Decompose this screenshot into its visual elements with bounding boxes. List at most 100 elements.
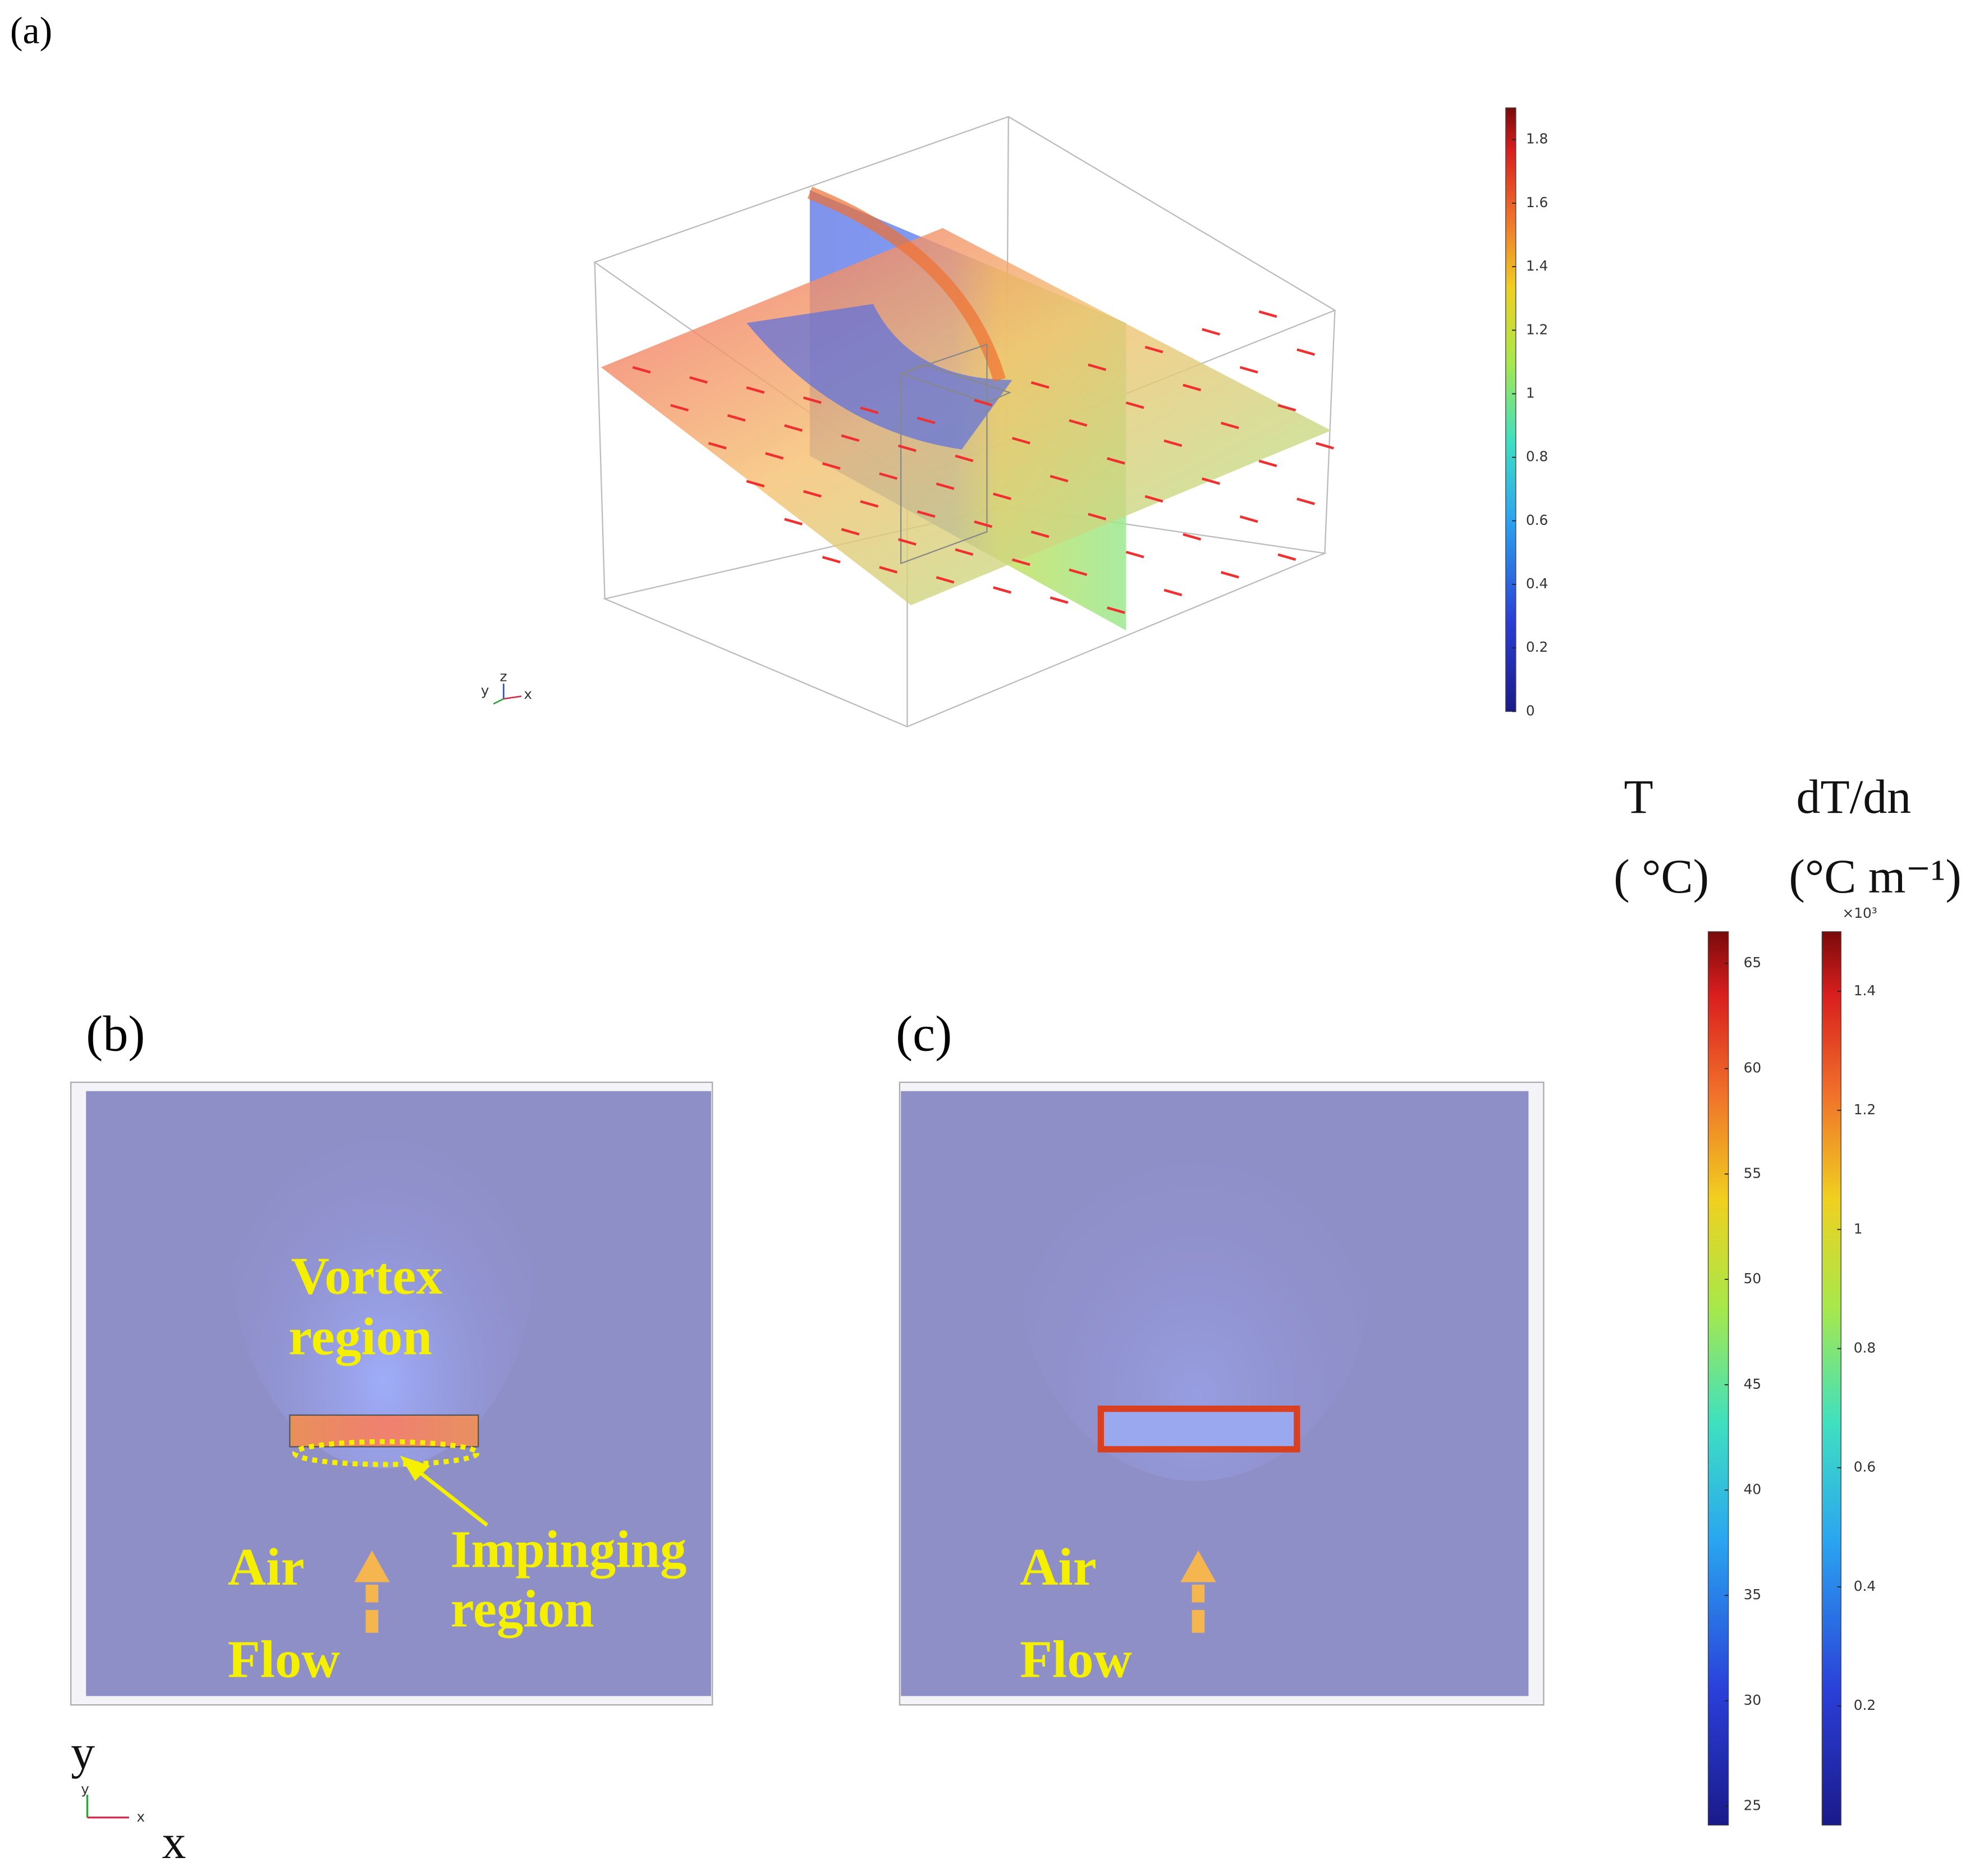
arrow <box>746 479 765 488</box>
colorbar-tick-label: 30 <box>1744 1692 1762 1708</box>
arrow <box>879 566 898 574</box>
arrow <box>1258 310 1277 318</box>
colorbar-tick-label: 25 <box>1744 1797 1762 1814</box>
arrow <box>1183 533 1202 541</box>
axis-triad-label: z <box>500 669 507 685</box>
colorbar-tick-label: 1 <box>1526 385 1535 401</box>
colorbar-tick-label: 0.4 <box>1526 575 1548 592</box>
panel-label: (b) <box>86 1006 145 1062</box>
arrow <box>955 454 974 463</box>
axis-triad-label: x <box>136 1809 145 1825</box>
arrow <box>784 518 803 525</box>
arrow <box>1088 363 1107 371</box>
arrow <box>1163 439 1183 447</box>
colorbar-tick-label: 0.6 <box>1854 1459 1876 1475</box>
pointer <box>410 1464 489 1527</box>
axis-triad-label: y <box>481 682 489 698</box>
annotation: Impinging <box>451 1520 687 1578</box>
panel-a: (a) y z x <box>10 10 1337 727</box>
arrow <box>898 538 917 546</box>
colorbar-tick-label: 1.8 <box>1526 131 1548 147</box>
axis-label: y <box>71 1726 95 1779</box>
panel-label: (a) <box>10 10 52 52</box>
arrow <box>917 417 936 424</box>
arrow <box>822 556 841 564</box>
panel-label: (c) <box>896 1006 952 1062</box>
colorbar-tick-label: 1 <box>1854 1220 1863 1237</box>
arrow <box>879 472 898 480</box>
colorbar-tick-label: 0.4 <box>1854 1578 1876 1594</box>
arrow <box>1296 497 1316 505</box>
arrow <box>917 510 936 518</box>
arrow <box>727 414 746 422</box>
arrow <box>1144 345 1163 354</box>
arrow <box>1316 442 1334 450</box>
arrow <box>1277 553 1296 561</box>
arrow <box>860 500 879 508</box>
arrow <box>974 520 993 528</box>
axis-label: x <box>162 1815 186 1869</box>
colorbar-tick-label: 0.2 <box>1854 1697 1876 1713</box>
flow-arrow <box>354 1550 390 1633</box>
colorbar-tick-label: 0.2 <box>1526 639 1548 655</box>
colorbar-tick-label: 1.2 <box>1526 321 1548 337</box>
colorbars: 0 0.2 0.4 0.6 0.8 1 1.2 1.4 1.6 1.8 25 30 35 40 45 50 55… <box>1505 107 1962 1826</box>
arrow <box>1030 530 1050 538</box>
colorbar-tick-label: 1.6 <box>1526 194 1548 211</box>
arrow <box>1125 551 1144 559</box>
colorbar-multiplier: ×10³ <box>1843 905 1877 921</box>
colorbar-tick-label: 1.4 <box>1526 258 1548 274</box>
arrow <box>670 404 689 412</box>
obstacle <box>899 344 1012 565</box>
colorbar-unit: (°C m⁻¹) <box>1789 850 1961 903</box>
arrow <box>803 396 822 404</box>
flow-arrow <box>1180 1550 1216 1633</box>
arrow <box>936 482 955 490</box>
colorbar-tick-label: 1.4 <box>1854 982 1876 999</box>
arrow <box>1220 571 1239 579</box>
arrow <box>1107 606 1125 614</box>
arrow <box>993 586 1011 594</box>
axis-triad-label: y <box>81 1781 89 1797</box>
arrow <box>841 528 860 536</box>
pointer-head <box>400 1456 430 1481</box>
impinging-outline <box>292 1439 480 1467</box>
colorbar-tick-label: 0.6 <box>1526 512 1548 528</box>
arrow <box>1030 381 1050 389</box>
arrow <box>1107 457 1125 465</box>
axis-triad-label: x <box>524 686 532 702</box>
colorbar-tick-label: 60 <box>1744 1060 1762 1076</box>
colorbar-tick-label: 0 <box>1526 702 1535 719</box>
axis-key: y x y x <box>71 1726 186 1869</box>
plume <box>231 1038 535 1468</box>
annotation: region <box>451 1580 594 1638</box>
arrow <box>689 376 708 384</box>
arrow <box>1125 401 1144 409</box>
arrow <box>1088 513 1107 520</box>
arrow <box>1183 383 1202 391</box>
arrow <box>1277 404 1296 412</box>
colorbar-tick-label: 1.2 <box>1854 1101 1876 1118</box>
colorbar-unit: ( °C) <box>1614 850 1709 903</box>
arrow <box>1011 558 1030 566</box>
colorbar-tick-label: 0.8 <box>1526 449 1548 465</box>
annotation: Air <box>228 1538 305 1596</box>
colorbar-tick-label: 35 <box>1744 1586 1762 1603</box>
arrow <box>955 548 974 556</box>
colorbar-title: T <box>1624 770 1653 823</box>
arrow <box>1144 495 1163 503</box>
plate <box>1097 1406 1300 1453</box>
annotation: Flow <box>1020 1631 1132 1689</box>
arrow <box>1050 474 1069 483</box>
arrow <box>1202 328 1220 336</box>
arrow <box>822 462 841 470</box>
arrow <box>936 576 955 584</box>
arrow <box>1163 588 1183 597</box>
arrow <box>1220 422 1239 429</box>
velocity-arrows <box>632 310 1334 614</box>
wake <box>746 304 1012 450</box>
arrow <box>765 452 784 460</box>
panel-c: (c) Air Flow <box>896 1006 1545 1706</box>
colorbar-tick-label: 40 <box>1744 1481 1762 1498</box>
